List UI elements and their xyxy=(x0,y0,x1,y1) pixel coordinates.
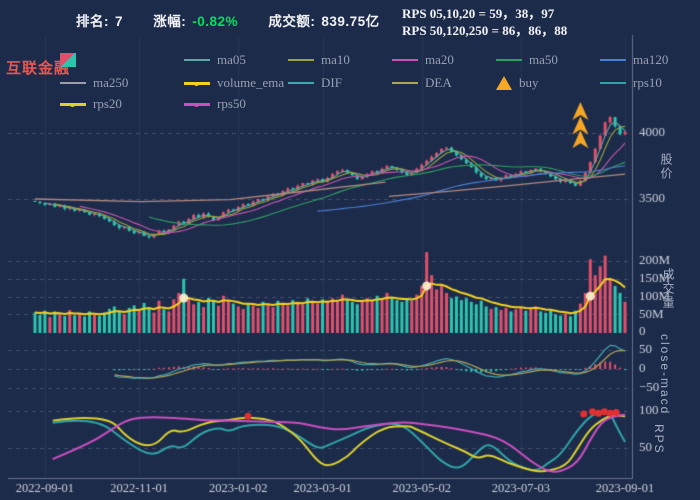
ma120-swatch-icon xyxy=(600,59,626,61)
legend-label: ma20 xyxy=(425,52,454,67)
volume_ema-swatch-icon xyxy=(184,81,210,86)
legend-item-ma120[interactable]: ma120 xyxy=(600,52,669,67)
legend-item-DEA[interactable]: DEA xyxy=(392,75,452,90)
turnover-label: 成交额: xyxy=(268,14,316,29)
legend-item-kline[interactable] xyxy=(60,53,76,67)
legend-label: DIF xyxy=(321,75,342,90)
legend-item-ma20[interactable]: ma20 xyxy=(392,52,454,67)
DIF-swatch-icon xyxy=(288,82,314,84)
legend-label: rps20 xyxy=(93,96,122,111)
legend-item-volume_ema[interactable]: volume_ema xyxy=(184,75,285,90)
legend-label: ma10 xyxy=(321,52,350,67)
candlestick-icon xyxy=(60,53,76,67)
rank-value: 7 xyxy=(115,14,124,29)
macd-axis-label: close-macd xyxy=(658,334,672,416)
turnover-group: 成交额: 839.75亿 xyxy=(268,14,379,29)
ma05-swatch-icon xyxy=(184,59,210,61)
change-value: -0.82% xyxy=(192,14,239,29)
legend-label: ma120 xyxy=(633,52,669,67)
turnover-value: 839.75亿 xyxy=(321,14,380,29)
legend-label: ma250 xyxy=(93,75,129,90)
rps20-swatch-icon xyxy=(60,102,86,107)
header-stats: 排名: 7 涨幅: -0.82% 成交额: 839.75亿 xyxy=(76,10,406,30)
rank-label: 排名: xyxy=(76,14,109,29)
legend-item-ma50[interactable]: ma50 xyxy=(496,52,558,67)
rps-axis-label: RPS xyxy=(652,424,666,455)
legend-label: volume_ema xyxy=(217,75,285,90)
legend-label: ma05 xyxy=(217,52,246,67)
legend-item-rps50[interactable]: rps50 xyxy=(184,96,246,111)
legend-label: rps10 xyxy=(633,75,662,90)
legend-item-buy[interactable]: buy xyxy=(496,75,539,90)
legend-item-rps20[interactable]: rps20 xyxy=(60,96,122,111)
change-label: 涨幅: xyxy=(153,14,187,29)
volume-axis-label: 成交量 xyxy=(661,268,675,310)
rps10-swatch-icon xyxy=(600,82,626,84)
rps-summary-line1: RPS 05,10,20 = 59，38，97 xyxy=(402,6,555,21)
rps50-swatch-icon xyxy=(184,102,210,107)
ma10-swatch-icon xyxy=(288,59,314,61)
legend-item-DIF[interactable]: DIF xyxy=(288,75,342,90)
stock-title: 互联金融 xyxy=(6,60,71,77)
ma50-swatch-icon xyxy=(496,59,522,61)
legend-label: buy xyxy=(519,75,539,90)
rank-group: 排名: 7 xyxy=(76,14,123,29)
price-axis-label: 股价 xyxy=(659,153,673,181)
ma20-swatch-icon xyxy=(392,59,418,61)
DEA-swatch-icon xyxy=(392,82,418,84)
change-group: 涨幅: -0.82% xyxy=(153,14,238,29)
legend-item-ma10[interactable]: ma10 xyxy=(288,52,350,67)
legend-item-ma250[interactable]: ma250 xyxy=(60,75,129,90)
legend-label: ma50 xyxy=(529,52,558,67)
legend-label: DEA xyxy=(425,75,452,90)
buy-arrow-icon xyxy=(496,76,512,90)
ma250-swatch-icon xyxy=(60,82,86,84)
rps-summary-line2: RPS 50,120,250 = 86，86，88 xyxy=(402,23,568,38)
legend-item-ma05[interactable]: ma05 xyxy=(184,52,246,67)
legend-item-rps10[interactable]: rps10 xyxy=(600,75,662,90)
rps-summary: RPS 05,10,20 = 59，38，97 RPS 50,120,250 =… xyxy=(402,5,567,39)
legend-label: rps50 xyxy=(217,96,246,111)
